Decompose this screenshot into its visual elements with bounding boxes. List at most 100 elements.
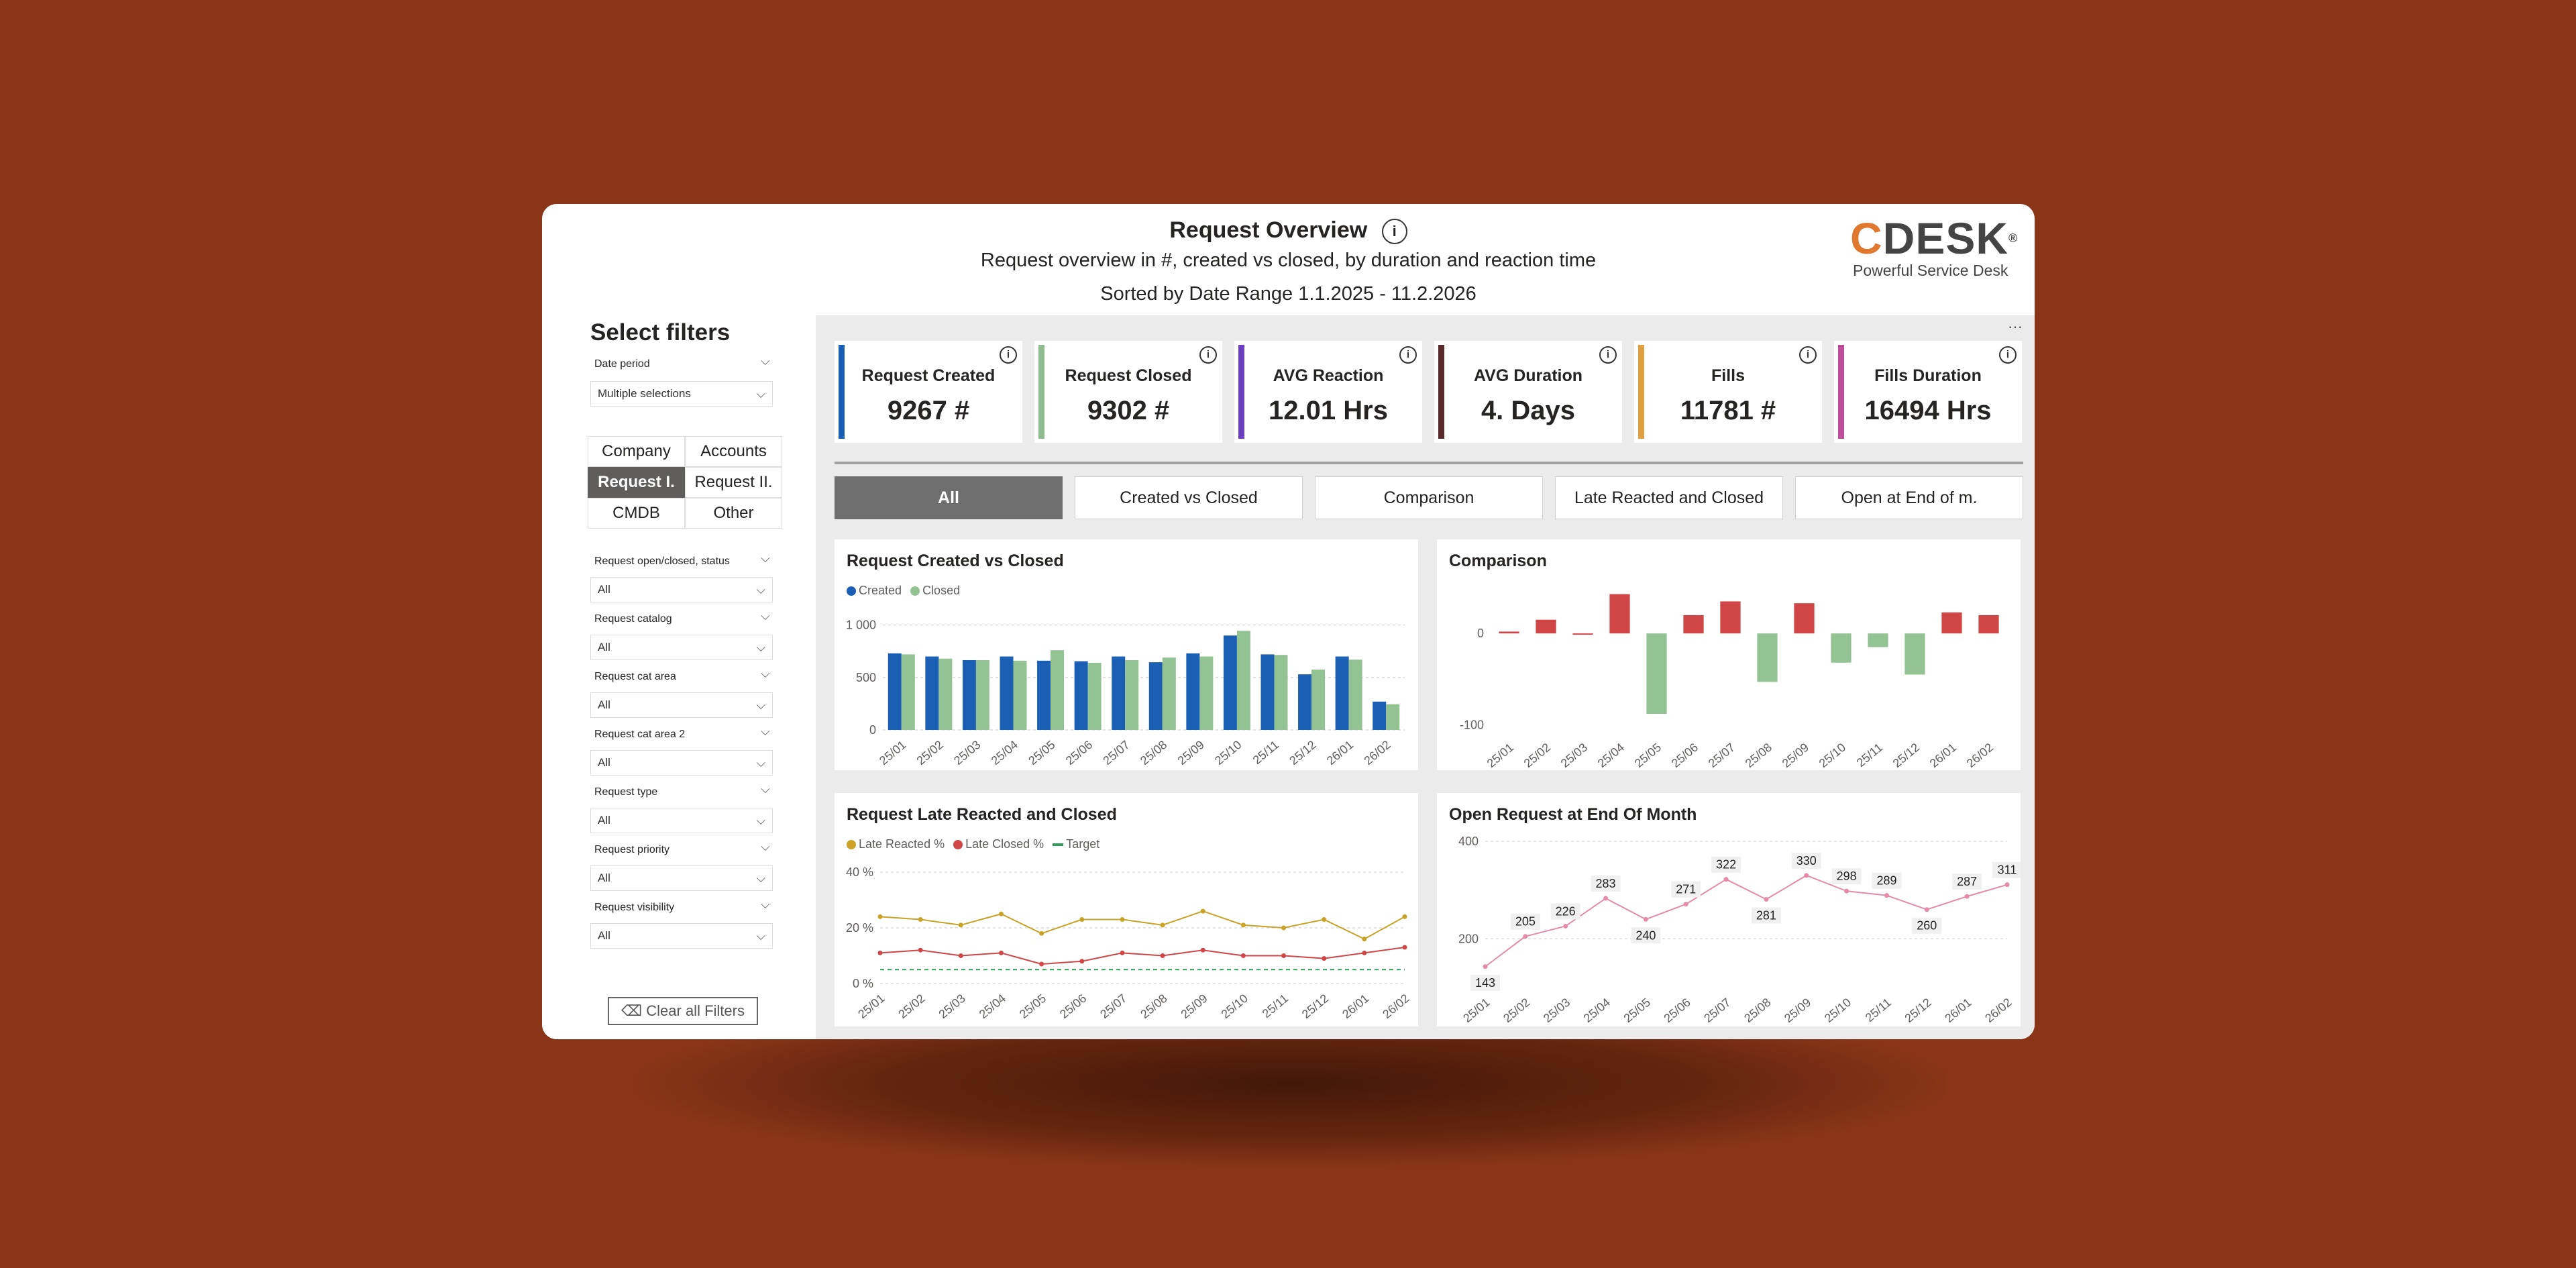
- tab-comparison[interactable]: Comparison: [1315, 476, 1543, 519]
- chevron-down-icon[interactable]: ⌵: [761, 840, 770, 853]
- filter-open-closed-status[interactable]: All ⌵: [590, 577, 773, 602]
- legend-item[interactable]: Closed: [910, 584, 960, 597]
- kpi-accent-bar: [1438, 345, 1444, 439]
- chevron-down-icon[interactable]: ⌵: [761, 551, 770, 565]
- y-tick-label: 500: [856, 671, 876, 684]
- bar-closed: [1087, 662, 1102, 730]
- date-period-dropdown[interactable]: Multiple selections ⌵: [590, 381, 773, 407]
- filter-visibility[interactable]: All ⌵: [590, 923, 773, 949]
- legend-label: Closed: [922, 584, 961, 597]
- x-tick-label: 25/03: [936, 992, 968, 1021]
- late-reacted-line: [879, 910, 1405, 940]
- chart-created-vs-closed: 0 500 1 000 25/01 25/02 25/03 25/04 25/05 25/06 2…: [835, 539, 1418, 770]
- legend-item[interactable]: Created: [847, 584, 902, 597]
- data-point: [2004, 882, 2010, 888]
- x-tick-label: 26/02: [1361, 738, 1393, 768]
- x-tick-label: 25/05: [1621, 996, 1653, 1025]
- tab-late-reacted-closed[interactable]: Late Reacted and Closed: [1555, 476, 1783, 519]
- x-tick-label: 26/01: [1942, 996, 1974, 1025]
- logo-wordmark: CDESK®: [1850, 216, 2025, 260]
- info-icon[interactable]: i: [1599, 346, 1617, 364]
- data-point: [1240, 953, 1246, 958]
- tab-created-vs-closed[interactable]: Created vs Closed: [1075, 476, 1303, 519]
- x-tick-label: 25/11: [1260, 992, 1291, 1020]
- x-tick-label: 25/02: [1501, 996, 1532, 1025]
- data-label: 322: [1716, 858, 1736, 871]
- more-options-icon[interactable]: ···: [2008, 318, 2023, 335]
- nav-cmdb[interactable]: CMDB: [588, 498, 685, 529]
- bar-closed: [1311, 670, 1326, 730]
- chart-open-end-of-month: 200 400 143 205 226 283 240 271 322 281 330 298 289 2…: [1437, 793, 2021, 1026]
- clear-filters-button[interactable]: ⌫ Clear all Filters: [608, 997, 758, 1025]
- info-icon[interactable]: i: [1000, 346, 1017, 364]
- x-tick-label: 25/07: [1097, 992, 1129, 1021]
- chevron-down-icon: ⌵: [756, 929, 765, 943]
- kpi-value: 4. Days: [1481, 396, 1576, 425]
- filter-catalog[interactable]: All ⌵: [590, 635, 773, 660]
- filter-label: Request cat area: [594, 671, 676, 682]
- bar-negative: [1868, 633, 1888, 647]
- nav-request-2[interactable]: Request II.: [685, 467, 782, 498]
- data-label-bg: [1751, 907, 1781, 924]
- x-tick-label: 25/06: [1063, 738, 1095, 768]
- data-point: [1039, 961, 1044, 967]
- info-icon[interactable]: i: [1399, 346, 1417, 364]
- nav-other[interactable]: Other: [685, 498, 782, 529]
- filter-type[interactable]: All ⌵: [590, 808, 773, 833]
- bar-created: [1112, 656, 1126, 730]
- kpi-value: 11781 #: [1680, 396, 1776, 425]
- kpi-value: 9302 #: [1087, 396, 1170, 425]
- chevron-down-icon[interactable]: ⌵: [761, 609, 770, 623]
- x-tick-label: 25/05: [1632, 741, 1664, 770]
- data-label-bg: [1791, 852, 1821, 869]
- data-point: [1643, 916, 1648, 922]
- nav-accounts[interactable]: Accounts: [685, 436, 782, 467]
- filter-value: All: [598, 929, 610, 942]
- nav-company[interactable]: Company: [588, 436, 685, 467]
- data-point: [1844, 888, 1849, 894]
- data-point: [998, 911, 1004, 916]
- kpi-label: AVG Reaction: [1273, 366, 1384, 385]
- data-point: [1964, 894, 1970, 899]
- chevron-down-icon[interactable]: ⌵: [761, 725, 770, 738]
- chart-title: Open Request at End Of Month: [1449, 805, 1697, 824]
- x-tick-label: 25/08: [1138, 738, 1169, 768]
- info-icon[interactable]: i: [1199, 346, 1217, 364]
- chevron-down-icon[interactable]: ⌵: [761, 667, 770, 680]
- x-tick-label: 25/01: [855, 992, 887, 1021]
- chevron-down-icon[interactable]: ⌵: [761, 782, 770, 796]
- legend-item[interactable]: Target: [1053, 837, 1099, 851]
- bar-closed: [1348, 659, 1362, 730]
- chevron-down-icon[interactable]: ⌵: [761, 898, 770, 911]
- bar-created: [1037, 660, 1051, 730]
- kpi-accent-bar: [1638, 345, 1644, 439]
- data-point: [1079, 959, 1085, 964]
- legend-item[interactable]: Late Closed %: [953, 837, 1044, 851]
- data-point: [1322, 917, 1327, 922]
- data-point: [1362, 937, 1367, 942]
- bar-created: [1223, 635, 1237, 730]
- chevron-down-icon[interactable]: ⌵: [761, 354, 770, 368]
- date-period-value: Multiple selections: [598, 387, 691, 400]
- data-label-bg: [1711, 856, 1741, 873]
- info-icon[interactable]: i: [1999, 346, 2017, 364]
- info-icon[interactable]: i: [1381, 219, 1407, 245]
- tab-all[interactable]: All: [835, 476, 1063, 519]
- filter-priority[interactable]: All ⌵: [590, 865, 773, 891]
- data-point: [1200, 908, 1205, 914]
- bar-created: [1260, 654, 1275, 730]
- filter-value: All: [598, 756, 610, 769]
- chevron-down-icon: ⌵: [756, 756, 765, 770]
- filter-cat-area[interactable]: All ⌵: [590, 692, 773, 718]
- info-icon[interactable]: i: [1799, 346, 1817, 364]
- chevron-down-icon: ⌵: [756, 814, 765, 827]
- filter-cat-area-2[interactable]: All ⌵: [590, 750, 773, 776]
- data-label: 226: [1556, 904, 1576, 918]
- legend-item[interactable]: Late Reacted %: [847, 837, 945, 851]
- y-tick-label: 40 %: [846, 865, 873, 879]
- x-tick-label: 26/02: [1380, 992, 1411, 1021]
- page-subtitle: Request overview in #, created vs closed…: [980, 250, 1597, 271]
- x-tick-label: 25/08: [1138, 992, 1169, 1021]
- tab-open-end-of-month[interactable]: Open at End of m.: [1795, 476, 2023, 519]
- nav-request-1[interactable]: Request I.: [588, 467, 685, 498]
